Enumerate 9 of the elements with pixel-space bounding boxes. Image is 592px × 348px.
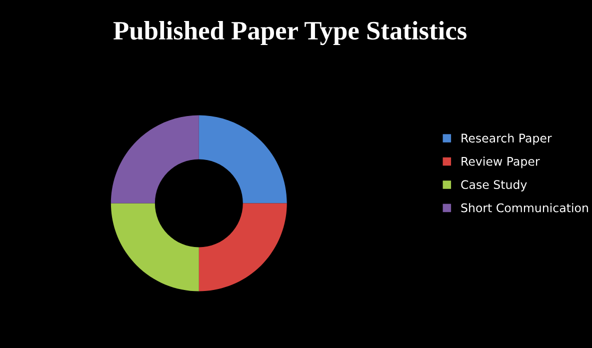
- donut-slice: [110, 115, 199, 204]
- legend-label: Review Paper: [462, 156, 540, 168]
- legend-label: Research Paper: [462, 133, 552, 145]
- chart-title: Published Paper Type Statistics: [113, 21, 467, 46]
- legend-label: Short Communication: [461, 203, 588, 212]
- donut-slice: [198, 203, 287, 292]
- donut-slice: [110, 203, 199, 292]
- donut-slice: [198, 115, 287, 204]
- legend-label: Case Study: [461, 180, 527, 192]
